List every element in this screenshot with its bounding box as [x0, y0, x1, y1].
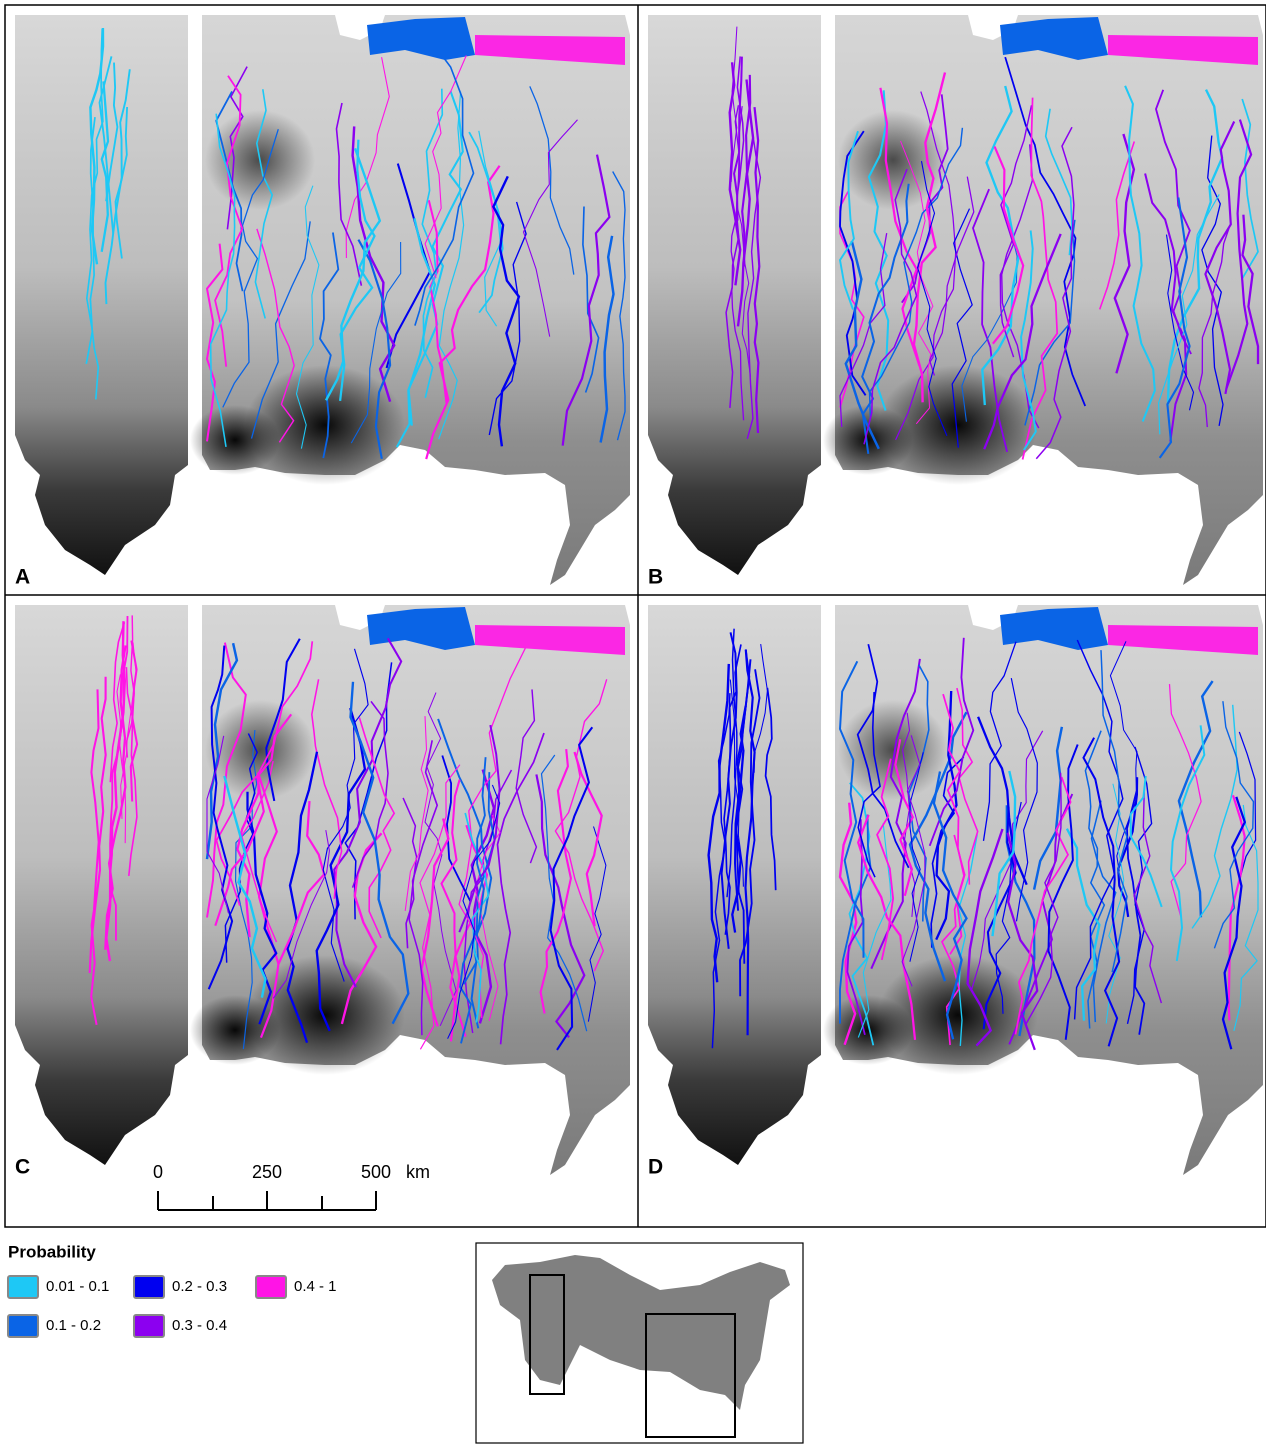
scale-label: 250: [252, 1162, 282, 1182]
legend-title: Probability: [8, 1242, 96, 1261]
terrain: [15, 605, 630, 1175]
legend-swatch: [8, 1276, 38, 1298]
legend-swatch: [256, 1276, 286, 1298]
legend-label: 0.3 - 0.4: [172, 1317, 227, 1334]
panel-label: A: [15, 566, 30, 589]
legend: 0.01 - 0.1 0.1 - 0.2 0.2 - 0.3 0.3 - 0.4 0.4…: [8, 1276, 337, 1337]
terrain: [648, 605, 1263, 1175]
scale-label: 0: [153, 1162, 163, 1182]
figure: ABCD km Probability 0.01 - 0.10.1 - 0.20…: [0, 0, 1266, 1446]
panel-label: B: [648, 566, 663, 589]
inset-map: [476, 1243, 803, 1443]
map-panel: B: [648, 15, 1263, 589]
map-panel: D: [648, 605, 1263, 1179]
panel-label: C: [15, 1156, 30, 1179]
terrain: [15, 15, 630, 585]
legend-swatch: [8, 1315, 38, 1337]
legend-label: 0.01 - 0.1: [46, 1278, 109, 1295]
panels: A B C D: [15, 15, 1263, 1179]
map-panel: C: [15, 605, 630, 1179]
legend-label: 0.4 - 1: [294, 1278, 337, 1295]
scale-label: 500: [361, 1162, 391, 1182]
legend-swatch: [134, 1276, 164, 1298]
scale-unit: km: [406, 1162, 430, 1182]
legend-label: 0.2 - 0.3: [172, 1278, 227, 1295]
legend-swatch: [134, 1315, 164, 1337]
map-panel: A: [15, 15, 630, 589]
legend-label: 0.1 - 0.2: [46, 1317, 101, 1334]
panel-label: D: [648, 1156, 663, 1179]
